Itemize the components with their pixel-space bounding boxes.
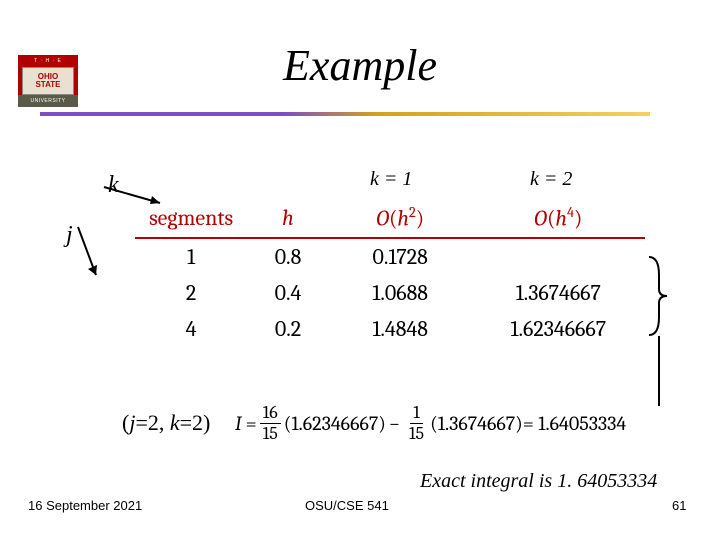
table-row: 2 0.4 1.0688 1.3674667 (135, 275, 645, 311)
hdr-k1: O(h2) (329, 200, 472, 237)
frac-1: 16 15 (260, 404, 281, 443)
cell-h: 0.4 (247, 275, 329, 311)
hdr-segments: segments (135, 200, 247, 237)
cell-k2: 1.62346667 (472, 311, 645, 347)
richardson-formula: I = 16 15 (1.62346667) − 1 15 (1.3674667… (235, 402, 626, 444)
logo-bot-bar: UNIVERSITY (18, 95, 78, 107)
cell-k2 (472, 239, 645, 275)
term-1: (1.62346667) (284, 412, 386, 435)
jk-j: j (129, 410, 135, 435)
jk-k: k (170, 410, 180, 435)
cell-k2: 1.3674667 (472, 275, 645, 311)
logo-bot-text: UNIVERSITY (30, 98, 65, 104)
cell-k1: 0.1728 (329, 239, 472, 275)
table-row: 1 0.8 0.1728 (135, 239, 645, 275)
table-header-row: segments h O(h2) O(h4) (135, 200, 645, 237)
romberg-table: segments h O(h2) O(h4) 1 0.8 0.1728 2 0.… (135, 200, 645, 347)
cell-h: 0.2 (247, 311, 329, 347)
minus: − (389, 412, 400, 435)
footer-course: OSU/CSE 541 (305, 498, 389, 513)
formula-I: I (235, 412, 242, 435)
frac-1-num: 16 (260, 404, 281, 424)
hdr-h: h (247, 200, 329, 237)
result: = 1.64053334 (523, 412, 626, 435)
footer-date: 16 September 2021 (28, 498, 142, 513)
table-row: 4 0.2 1.4848 1.62346667 (135, 311, 645, 347)
cell-k1: 1.0688 (329, 275, 472, 311)
footer-page-number: 61 (672, 498, 686, 513)
cell-seg: 2 (135, 275, 247, 311)
frac-2: 1 15 (406, 404, 427, 443)
brace-connector-line (658, 336, 660, 406)
jk-label: (j=2, k=2) (122, 410, 210, 436)
cell-seg: 4 (135, 311, 247, 347)
cell-h: 0.8 (247, 239, 329, 275)
j-arrow-icon (70, 223, 102, 285)
term-2: (1.3674667) (430, 412, 523, 435)
col-k2-label: k = 2 (530, 168, 572, 191)
cell-seg: 1 (135, 239, 247, 275)
frac-2-den: 15 (406, 424, 427, 443)
cell-k1: 1.4848 (329, 311, 472, 347)
exact-integral-text: Exact integral is 1. 64053334 (420, 470, 657, 493)
title-rule (40, 112, 650, 116)
formula-eq: = (246, 412, 257, 435)
hdr-k2: O(h4) (472, 200, 645, 237)
frac-1-den: 15 (260, 424, 281, 443)
frac-2-num: 1 (410, 404, 423, 424)
col-k1-label: k = 1 (370, 168, 412, 191)
brace-icon (645, 255, 671, 337)
page-title: Example (0, 40, 720, 91)
